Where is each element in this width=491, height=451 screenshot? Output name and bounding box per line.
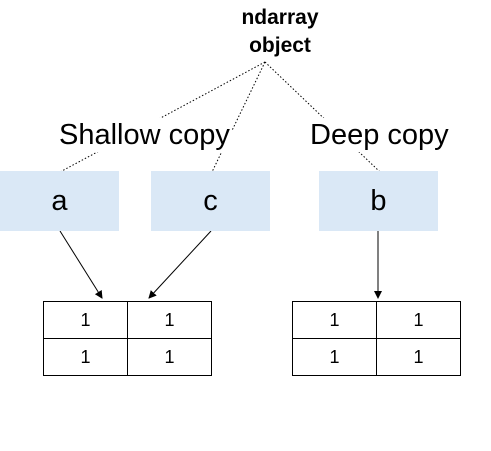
array-cell: 1 [43, 338, 128, 376]
table-row: 1 1 [292, 301, 461, 339]
variable-c-box: c [151, 171, 270, 231]
array-cell: 1 [127, 338, 212, 376]
variable-a-box: a [0, 171, 119, 231]
dotted-line-to-shallow-left [59, 61, 266, 173]
array-cell: 1 [376, 301, 461, 339]
shallow-copy-heading: Shallow copy [57, 118, 232, 152]
dotted-line-to-shallow-right [211, 61, 266, 173]
variable-b-box: b [319, 171, 438, 231]
ndarray-object-title: ndarray object [200, 4, 360, 60]
deep-array-table: 1 1 1 1 [292, 301, 461, 376]
variable-b-label: b [370, 184, 387, 217]
title-line-2: object [249, 34, 311, 57]
variable-a-label: a [51, 184, 68, 217]
array-cell: 1 [43, 301, 128, 339]
arrow-a-to-shallow-array [59, 230, 103, 299]
array-cell: 1 [376, 338, 461, 376]
array-cell: 1 [127, 301, 212, 339]
arrow-c-to-shallow-array [148, 230, 212, 299]
table-row: 1 1 [43, 301, 212, 339]
shallow-array-table: 1 1 1 1 [43, 301, 212, 376]
deep-copy-heading: Deep copy [308, 118, 451, 152]
variable-c-label: c [203, 184, 218, 217]
table-row: 1 1 [43, 338, 212, 376]
array-cell: 1 [292, 301, 377, 339]
array-cell: 1 [292, 338, 377, 376]
table-row: 1 1 [292, 338, 461, 376]
title-line-1: ndarray [241, 6, 319, 29]
dotted-line-to-deep [264, 61, 381, 173]
